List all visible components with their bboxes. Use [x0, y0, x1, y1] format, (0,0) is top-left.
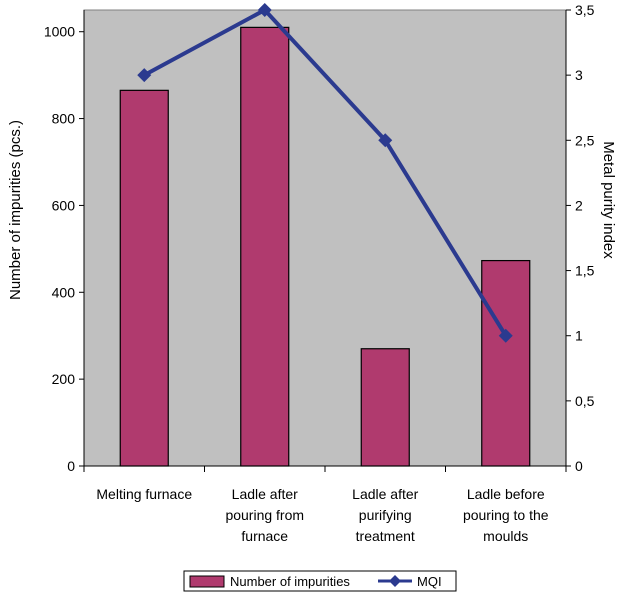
x-tick-label: Ladle after pouring from furnace: [225, 486, 304, 544]
bar-impurities-1: [119, 89, 169, 467]
y2-tick-label: 1: [575, 328, 583, 344]
mqi-point-1: [137, 68, 152, 83]
y2-tick-label: 0: [575, 458, 583, 474]
bar-impurities-4: [481, 259, 531, 467]
y-tick-label: 400: [52, 284, 76, 300]
y2-tick-label: 3,5: [575, 2, 595, 18]
x-tick-label: Melting furnace: [96, 486, 192, 502]
legend-swatch-impurities: [189, 575, 225, 588]
legend-box: [183, 570, 457, 592]
y-tick-label: 0: [67, 458, 75, 474]
legend-label-impurities: Number of impurities: [230, 574, 350, 589]
mqi-point-2: [257, 3, 272, 17]
bar-impurities-3: [360, 348, 410, 467]
bar-impurities-2: [240, 26, 290, 467]
y-tick-label: 200: [52, 371, 76, 387]
mqi-line: [143, 8, 508, 337]
y2-tick-label: 3: [575, 67, 583, 83]
legend: Number of impurities MQI: [183, 570, 457, 592]
y-tick-label: 1000: [44, 24, 75, 40]
x-tick-label: Ladle after purifying treatment: [352, 486, 418, 544]
y-tick-label: 800: [52, 111, 76, 127]
y2-tick-label: 2: [575, 197, 583, 213]
y2-tick-label: 2,5: [575, 132, 595, 148]
y2-tick-label: 1,5: [575, 263, 595, 279]
y-tick-label: 600: [52, 197, 76, 213]
y2-tick-label: 0,5: [575, 393, 595, 409]
x-tick-label: Ladle before pouring to the moulds: [463, 486, 549, 544]
legend-label-mqi: MQI: [417, 574, 442, 589]
legend-marker-mqi: [389, 575, 401, 587]
mqi-point-3: [378, 133, 393, 148]
mqi-point-4: [498, 328, 513, 343]
y2-axis-title: Metal purity index: [600, 141, 617, 259]
y-axis-title: Number of impurities (pcs.): [7, 120, 24, 300]
